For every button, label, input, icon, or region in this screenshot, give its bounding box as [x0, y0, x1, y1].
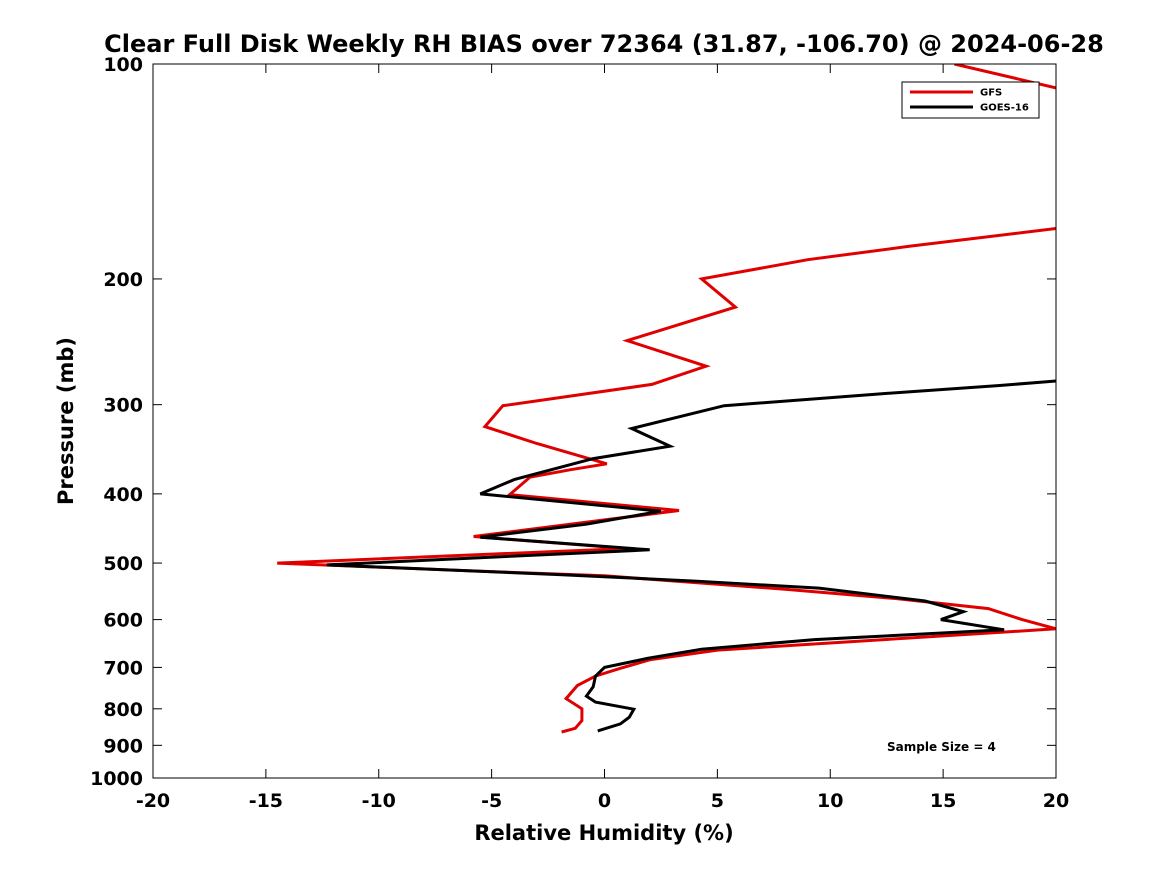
- x-tick-label: -15: [249, 790, 283, 812]
- series-layer: [277, 64, 1056, 734]
- y-tick-label: 600: [103, 610, 143, 632]
- y-tick-label: 900: [103, 735, 143, 757]
- y-tick-label: 100: [103, 54, 143, 76]
- x-tick-label: 0: [598, 790, 611, 812]
- legend: GFS GOES-16: [901, 81, 1040, 119]
- x-axis-label: Relative Humidity (%): [474, 821, 733, 845]
- chart-title: Clear Full Disk Weekly RH BIAS over 7236…: [104, 30, 1104, 58]
- x-tick-label: 15: [930, 790, 956, 812]
- y-tick-label: 1000: [90, 768, 143, 790]
- x-tick-label: -20: [136, 790, 170, 812]
- y-tick-label: 800: [103, 699, 143, 721]
- legend-box: [901, 81, 1040, 119]
- x-tick-label: 5: [711, 790, 724, 812]
- y-axis: 100 200 300 400 500 600 700 800 900 1000: [90, 54, 1056, 790]
- y-tick-label: 400: [103, 484, 143, 506]
- y-tick-label: 300: [103, 395, 143, 417]
- plot-axes-frame: [152, 63, 1057, 779]
- series-line-goes-16: [326, 379, 1056, 733]
- x-axis: -20 -15 -10 -5 0 5 10 15 20: [136, 64, 1069, 812]
- x-tick-label: 20: [1043, 790, 1069, 812]
- y-tick-label: 700: [103, 657, 143, 679]
- x-tick-label: 10: [817, 790, 843, 812]
- x-tick-label: -10: [362, 790, 396, 812]
- y-axis-label: Pressure (mb): [54, 337, 78, 505]
- sample-size-annotation: Sample Size = 4: [887, 740, 996, 754]
- y-tick-label: 200: [103, 269, 143, 291]
- legend-label: GFS: [980, 88, 1002, 99]
- y-tick-label: 500: [103, 553, 143, 575]
- legend-label: GOES-16: [980, 103, 1029, 114]
- series-line-gfs: [277, 227, 1056, 734]
- x-tick-label: -5: [481, 790, 502, 812]
